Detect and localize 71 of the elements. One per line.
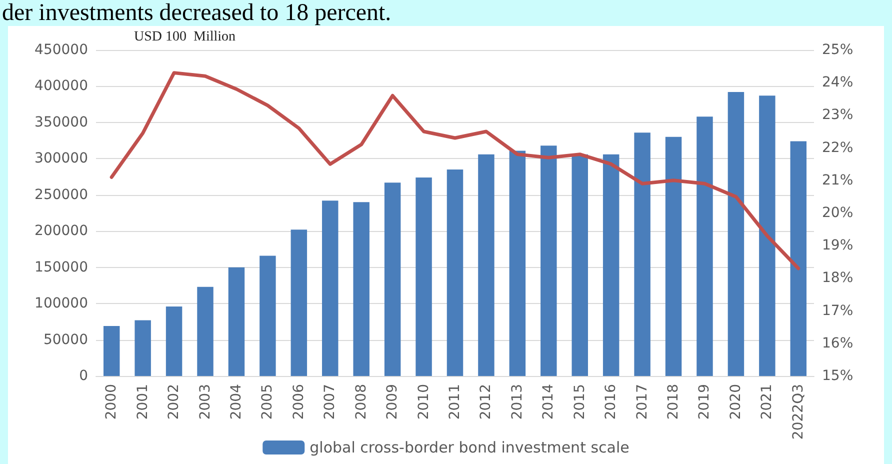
bar: [260, 256, 276, 376]
text: der investments decreased to 18 percent.: [2, 0, 392, 26]
legend-label: global cross-border bond investment scale: [310, 438, 630, 456]
x-tick-label: 2003: [197, 384, 214, 420]
bar: [166, 306, 182, 376]
y2-tick-label: 25%: [822, 42, 854, 58]
x-tick-label: 2016: [603, 384, 620, 420]
y2-tick-label: 20%: [822, 205, 854, 221]
x-tick-label: 2010: [416, 384, 432, 420]
y2-tick-label: 24%: [822, 74, 854, 91]
y-axis-title: USD 100 Million: [134, 30, 236, 44]
bar: [602, 154, 620, 376]
x-tick-label: 2017: [634, 384, 650, 420]
x-tick-label: 2009: [384, 384, 401, 420]
bar: [322, 200, 338, 376]
y-tick-label: 250000: [34, 186, 88, 203]
x-tick-label: 2021: [759, 384, 776, 420]
x-tick-label: 2020: [728, 384, 744, 420]
line-series: [110, 71, 800, 270]
bar: [197, 286, 214, 376]
bar: [416, 178, 432, 376]
bar: [478, 154, 494, 376]
bar: [759, 96, 776, 376]
x-tick-label: 2011: [447, 384, 463, 420]
y2-tick-label: 15%: [822, 368, 854, 384]
bar: [665, 136, 682, 376]
y2-tick-label: 22%: [822, 140, 854, 156]
x-tick-label: 2018: [666, 384, 682, 420]
y-tick-label: 50000: [43, 332, 88, 348]
x-tick-label: 2008: [353, 384, 370, 420]
y2-tick-label: 21%: [822, 172, 854, 188]
x-tick-label: 2002: [166, 384, 182, 420]
x-tick-label: 2000: [104, 384, 120, 420]
bar: [634, 132, 650, 376]
y-tick-label: 450000: [34, 42, 88, 58]
x-tick-label: 2001: [134, 384, 151, 420]
x-tick-label: 2006: [290, 384, 307, 420]
y-tick-label: 300000: [34, 150, 88, 167]
bar: [228, 267, 245, 376]
x-tick-label: 2015: [572, 384, 588, 420]
y-tick-label: 0: [79, 368, 88, 384]
y2-tick-label: 18%: [822, 270, 854, 286]
y2-tick-label: 16%: [822, 335, 854, 352]
bar: [790, 141, 807, 376]
x-tick-label: 2014: [540, 384, 557, 420]
bar: [290, 230, 308, 376]
y-tick-label: 150000: [34, 259, 88, 276]
y2-tick-label: 23%: [822, 107, 854, 124]
bar: [134, 320, 151, 376]
x-tick-label: 2004: [228, 384, 244, 420]
x-tick-label: 2007: [322, 384, 338, 420]
bar: [696, 116, 713, 376]
bar: [446, 170, 464, 376]
bar: [572, 154, 588, 376]
bar: [509, 150, 526, 376]
y-tick-label: 100000: [34, 296, 88, 312]
bar: [353, 202, 370, 376]
x-tick-label: 2005: [260, 384, 276, 420]
x-tick-label: 2013: [509, 384, 526, 420]
x-tick-label: 2012: [478, 384, 494, 420]
bar: [103, 326, 120, 376]
x-tick-label: 2022Q3: [790, 384, 806, 440]
y-tick-label: 400000: [34, 78, 88, 94]
y-tick-label: 200000: [34, 223, 88, 240]
y2-tick-label: 19%: [822, 238, 854, 254]
bar: [384, 182, 401, 376]
bar: [728, 92, 744, 376]
bar: [540, 146, 557, 376]
x-tick-label: 2019: [696, 384, 713, 420]
y-tick-label: 350000: [34, 114, 88, 130]
y2-tick-label: 17%: [822, 302, 854, 319]
